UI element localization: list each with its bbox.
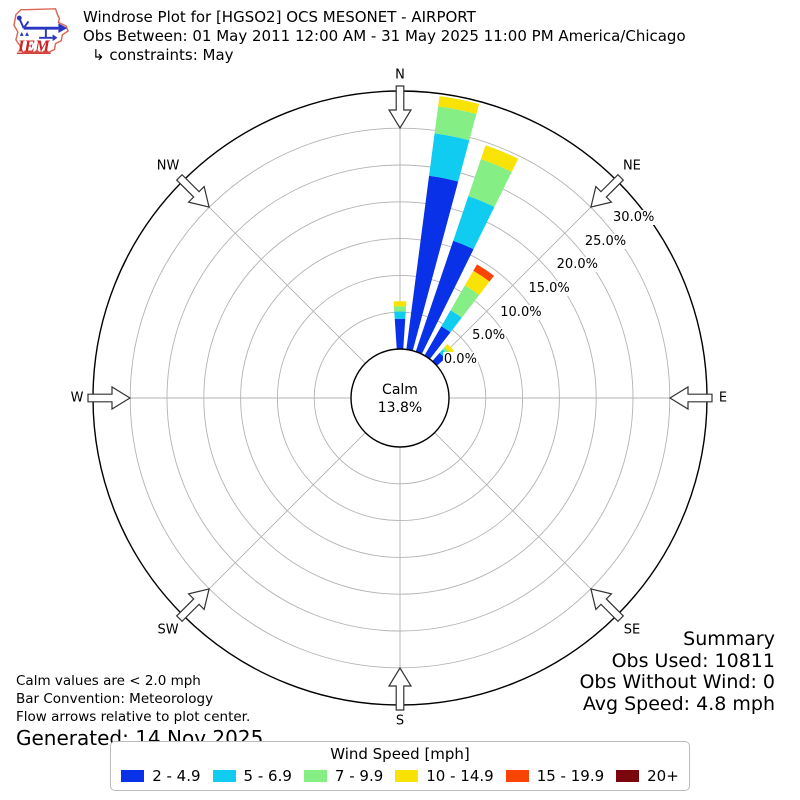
compass-label-N: N xyxy=(395,67,405,83)
footnotes: Calm values are < 2.0 mph Bar Convention… xyxy=(16,672,263,750)
wind-speed-legend: Wind Speed [mph] 2 - 4.9 5 - 6.9 7 - 9.9 10… xyxy=(110,741,690,791)
legend-swatch-icon xyxy=(616,770,640,782)
bar-NE-bin0 xyxy=(432,352,446,366)
ring-label-25: 25.0% xyxy=(583,233,628,249)
percent-ring xyxy=(240,238,560,558)
compass-label-S: S xyxy=(395,713,405,729)
calm-label: Calm xyxy=(382,382,418,398)
note-flow-arrows: Flow arrows relative to plot center. xyxy=(16,709,251,725)
bar-NNE-bin1 xyxy=(453,196,495,250)
flow-arrow-icon xyxy=(175,588,210,623)
weather-vane-icon xyxy=(16,15,68,42)
ring-label-5: 5.0% xyxy=(471,328,507,344)
bar-NNE-bin3 xyxy=(480,145,519,172)
bar-N-bin0 xyxy=(394,318,406,350)
bar-NE-bin3 xyxy=(444,343,455,354)
obs-range-subtitle: Obs Between: 01 May 2011 12:00 AM - 31 M… xyxy=(83,27,686,45)
calm-circle xyxy=(350,348,450,448)
legend-items: 2 - 4.9 5 - 6.9 7 - 9.9 10 - 14.9 15 - 19.9 2… xyxy=(111,767,689,785)
flow-arrow-icon xyxy=(590,588,625,623)
bar-N-bin3 xyxy=(393,301,407,307)
iem-logo-text: IEM xyxy=(17,36,51,55)
legend-item-label: 20+ xyxy=(647,767,679,785)
compass-label-E: E xyxy=(718,390,728,406)
calm-indicator: Calm 13.8% xyxy=(378,381,422,417)
summary-avg-speed: Avg Speed: 4.8 mph xyxy=(582,692,775,715)
polar-spoke xyxy=(182,180,366,364)
compass-label-NW: NW xyxy=(156,158,180,174)
summary-block: Summary Obs Used: 10811 Obs Without Wind… xyxy=(579,628,775,715)
legend-swatch-icon xyxy=(303,770,327,782)
polar-spoke xyxy=(182,432,366,616)
bar-NNE-bin2 xyxy=(468,159,512,207)
compass-label-SE: SE xyxy=(623,622,641,638)
legend-item-label: 7 - 9.9 xyxy=(334,767,384,785)
flow-arrow-icon xyxy=(668,385,713,411)
legend-item-label: 10 - 14.9 xyxy=(426,767,494,785)
bar-NEbN-bin1 xyxy=(441,310,462,333)
legend-item-label: 5 - 6.9 xyxy=(243,767,292,785)
bar-NEbN-bin2 xyxy=(450,285,480,318)
legend-item-label: 2 - 4.9 xyxy=(152,767,201,785)
bar-NEbN-bin3 xyxy=(464,270,490,295)
legend-item-0: 2 - 4.9 xyxy=(121,767,201,785)
bar-NbE-bin1 xyxy=(429,133,470,182)
bar-NEbN-bin0 xyxy=(424,326,451,360)
bar-NNE-bin0 xyxy=(415,240,474,355)
legend-item-3: 10 - 14.9 xyxy=(395,767,494,785)
ring-label-0: 0.0% xyxy=(442,352,478,367)
percent-ring xyxy=(203,201,597,595)
note-calm-threshold: Calm values are < 2.0 mph xyxy=(16,673,201,689)
summary-obs-used: Obs Used: 10811 xyxy=(611,649,775,672)
iem-logo: IEM xyxy=(13,8,69,55)
legend-item-4: 15 - 19.9 xyxy=(505,767,605,785)
note-bar-convention: Bar Convention: Meteorology xyxy=(16,691,214,707)
legend-swatch-icon xyxy=(505,770,529,782)
bar-NbE-bin0 xyxy=(406,175,459,351)
polar-spoke xyxy=(434,432,618,616)
bar-NbE-bin3 xyxy=(438,96,480,114)
legend-item-label: 15 - 19.9 xyxy=(536,767,605,785)
legend-item-2: 7 - 9.9 xyxy=(303,767,384,785)
header: IEM Windrose Plot for [HGSO2] OCS MESONE… xyxy=(0,0,800,66)
legend-swatch-icon xyxy=(395,770,419,782)
legend-item-1: 5 - 6.9 xyxy=(212,767,292,785)
ring-label-30: 30.0% xyxy=(612,210,656,226)
bar-NbE-bin2 xyxy=(434,106,477,141)
bar-NEbN-bin4 xyxy=(473,264,495,282)
legend-title: Wind Speed [mph] xyxy=(330,745,470,763)
legend-swatch-icon xyxy=(121,770,145,782)
iowa-outline xyxy=(13,8,69,53)
legend-item-5: 20+ xyxy=(616,767,679,785)
flow-arrow-icon xyxy=(175,173,210,208)
ring-label-20: 20.0% xyxy=(555,257,599,273)
ring-label-10: 10.0% xyxy=(499,304,543,320)
bar-N-bin2 xyxy=(393,306,407,312)
percent-ring xyxy=(166,164,634,632)
page-title: Windrose Plot for [HGSO2] OCS MESONET - … xyxy=(83,8,476,26)
flow-arrow-icon xyxy=(87,385,132,411)
flow-arrow-icon xyxy=(387,666,413,711)
constraints-line: ↳ constraints: May xyxy=(92,46,234,64)
percent-ring xyxy=(276,274,524,522)
legend-swatch-icon xyxy=(212,770,236,782)
flow-arrow-icon xyxy=(590,173,625,208)
ring-label-15: 15.0% xyxy=(527,281,571,297)
polar-spoke xyxy=(434,180,618,364)
bar-N-bin1 xyxy=(394,311,406,319)
compass-label-W: W xyxy=(70,390,84,406)
compass-label-NE: NE xyxy=(622,158,641,174)
summary-obs-without-wind: Obs Without Wind: 0 xyxy=(579,671,775,693)
summary-title: Summary xyxy=(683,628,775,650)
compass-label-SW: SW xyxy=(157,622,179,638)
flow-arrow-icon xyxy=(387,85,413,130)
calm-value: 13.8% xyxy=(377,400,423,416)
